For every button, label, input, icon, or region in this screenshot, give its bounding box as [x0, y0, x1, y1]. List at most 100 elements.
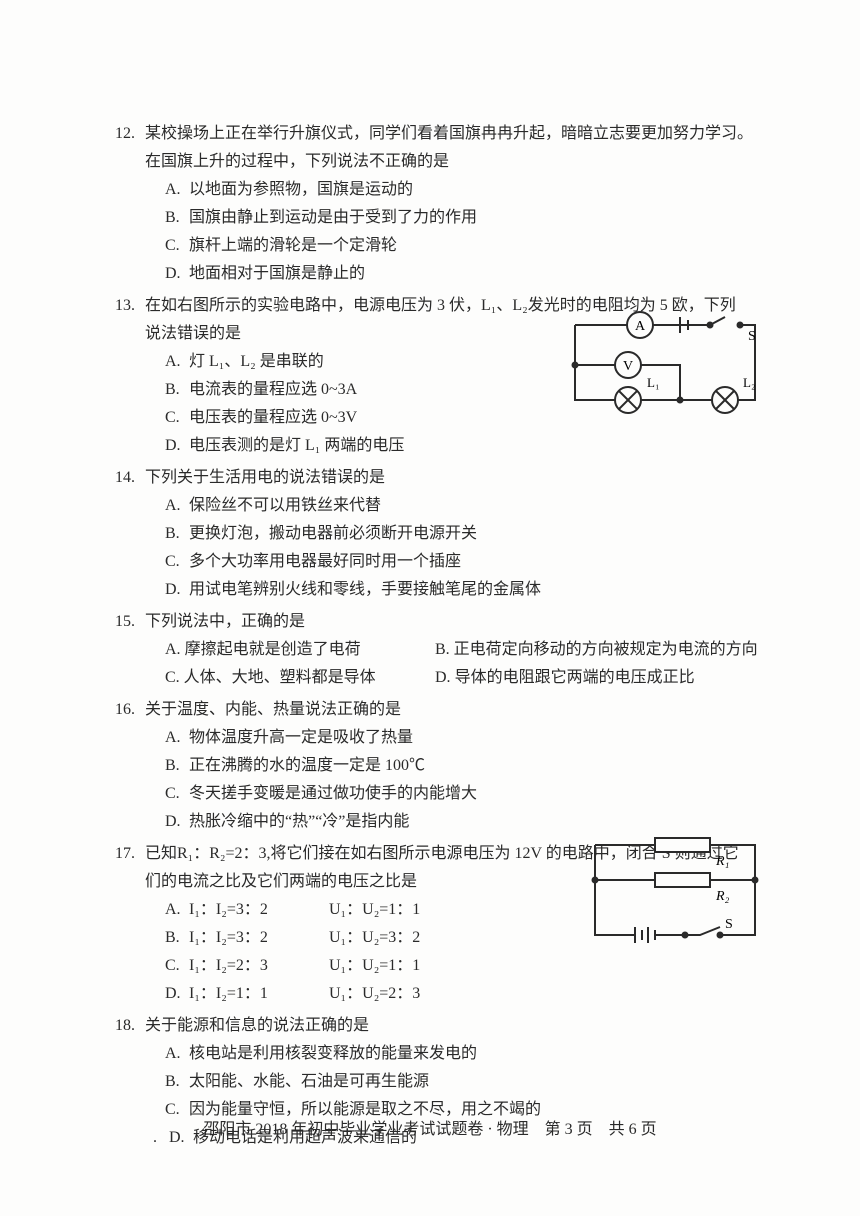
question-stem: 18. 关于能源和信息的说法正确的是	[115, 1012, 770, 1040]
option-label: D.	[165, 576, 189, 604]
option-label: B.	[435, 641, 450, 658]
question-number: 15.	[115, 608, 145, 636]
question-15: 15. 下列说法中，正确的是 A. 摩擦起电就是创造了电荷 B. 正电荷定向移动…	[115, 608, 770, 692]
option-text: 人体、大地、塑料都是导体	[184, 669, 376, 686]
option-label: C.	[165, 952, 189, 980]
r2-label: R₂	[715, 889, 730, 904]
option-c: C. 人体、大地、塑料都是导体	[165, 664, 435, 692]
option-d: D. 导体的电阻跟它两端的电压成正比	[435, 664, 695, 692]
question-text: 下列说法中，正确的是	[145, 608, 770, 636]
option-text: 地面相对于国旗是静止的	[189, 260, 770, 288]
option-text: 国旗由静止到运动是由于受到了力的作用	[189, 204, 770, 232]
switch-label: S	[748, 329, 756, 344]
option-text: 正电荷定向移动的方向被规定为电流的方向	[454, 641, 758, 658]
option-text: 冬天搓手变暖是通过做功使手的内能增大	[189, 780, 770, 808]
option-label: B.	[165, 520, 189, 548]
question-stem: 14. 下列关于生活用电的说法错误的是	[115, 464, 770, 492]
option-c: C.旗杆上端的滑轮是一个定滑轮	[165, 232, 770, 260]
voltmeter-label: V	[623, 359, 633, 374]
option-text: 导体的电阻跟它两端的电压成正比	[455, 669, 695, 686]
question-number: 18.	[115, 1012, 145, 1040]
option-b: B.太阳能、水能、石油是可再生能源	[165, 1068, 770, 1096]
options: A.物体温度升高一定是吸收了热量 B.正在沸腾的水的温度一定是 100℃ C.冬…	[115, 724, 770, 836]
page-footer: 邵阳市 2018 年初中毕业学业考试试题卷 · 物理 第 3 页 共 6 页	[0, 1116, 860, 1144]
option-label: D.	[165, 432, 189, 460]
option-b: B.国旗由静止到运动是由于受到了力的作用	[165, 204, 770, 232]
question-stem-line2: 在国旗上升的过程中，下列说法不正确的是	[115, 148, 770, 176]
question-number: 12.	[115, 120, 145, 148]
options: A.以地面为参照物，国旗是运动的 B.国旗由静止到运动是由于受到了力的作用 C.…	[115, 176, 770, 288]
option-a: A.核电站是利用核裂变释放的能量来发电的	[165, 1040, 770, 1068]
option-part2: U₁：U₂=1：1	[329, 952, 770, 980]
circuit-diagram-1: A V L₁ L₂ S	[565, 305, 765, 420]
option-text: 更换灯泡，搬动电器前必须断开电源开关	[189, 520, 770, 548]
option-label: D.	[165, 980, 189, 1008]
question-text: 关于温度、内能、热量说法正确的是	[145, 696, 770, 724]
option-label: A.	[165, 896, 189, 924]
option-d: D.电压表测的是灯 L₁ 两端的电压	[165, 432, 770, 460]
option-text: 太阳能、水能、石油是可再生能源	[189, 1068, 770, 1096]
option-label: B.	[165, 204, 189, 232]
question-number: 13.	[115, 292, 145, 320]
option-text: 旗杆上端的滑轮是一个定滑轮	[189, 232, 770, 260]
option-label: D.	[435, 669, 451, 686]
options: A. 摩擦起电就是创造了电荷 B. 正电荷定向移动的方向被规定为电流的方向 C.…	[115, 636, 770, 692]
option-label: D.	[165, 808, 189, 836]
option-text: 用试电笔辨别火线和零线，手要接触笔尾的金属体	[189, 576, 770, 604]
question-text: 某校操场上正在举行升旗仪式，同学们看着国旗冉冉升起，暗暗立志要更加努力学习。	[145, 120, 770, 148]
option-b: B.正在沸腾的水的温度一定是 100℃	[165, 752, 770, 780]
option-text: 物体温度升高一定是吸收了热量	[189, 724, 770, 752]
option-label: C.	[165, 548, 189, 576]
option-a: A.物体温度升高一定是吸收了热量	[165, 724, 770, 752]
option-a: A. 摩擦起电就是创造了电荷	[165, 636, 435, 664]
question-14: 14. 下列关于生活用电的说法错误的是 A.保险丝不可以用铁丝来代替 B.更换灯…	[115, 464, 770, 604]
option-text: 电压表测的是灯 L₁ 两端的电压	[189, 432, 770, 460]
option-part1: I₁：I₂=3：2	[189, 924, 329, 952]
option-label: C.	[165, 669, 180, 686]
r1-label: R₁	[715, 854, 729, 869]
option-label: C.	[165, 232, 189, 260]
option-c: C.冬天搓手变暖是通过做功使手的内能增大	[165, 780, 770, 808]
option-label: D.	[165, 260, 189, 288]
option-part1: I₁：I₂=2：3	[189, 952, 329, 980]
lamp2-label: L₂	[743, 375, 755, 390]
question-stem: 12. 某校操场上正在举行升旗仪式，同学们看着国旗冉冉升起，暗暗立志要更加努力学…	[115, 120, 770, 148]
option-b: B.更换灯泡，搬动电器前必须断开电源开关	[165, 520, 770, 548]
option-c: C.多个大功率用电器最好同时用一个插座	[165, 548, 770, 576]
question-16: 16. 关于温度、内能、热量说法正确的是 A.物体温度升高一定是吸收了热量 B.…	[115, 696, 770, 836]
option-d: D.用试电笔辨别火线和零线，手要接触笔尾的金属体	[165, 576, 770, 604]
option-label: B.	[165, 376, 189, 404]
question-number: 17.	[115, 840, 145, 868]
option-d: D.地面相对于国旗是静止的	[165, 260, 770, 288]
question-text: 下列关于生活用电的说法错误的是	[145, 464, 770, 492]
option-b: B. 正电荷定向移动的方向被规定为电流的方向	[435, 636, 758, 664]
option-label: C.	[165, 780, 189, 808]
option-label: A.	[165, 492, 189, 520]
ammeter-label: A	[635, 319, 646, 334]
circuit-diagram-2: R₁ R₂ S	[580, 830, 770, 945]
options: A.保险丝不可以用铁丝来代替 B.更换灯泡，搬动电器前必须断开电源开关 C.多个…	[115, 492, 770, 604]
switch-label: S	[725, 917, 733, 932]
option-label: A.	[165, 176, 189, 204]
option-label: B.	[165, 1068, 189, 1096]
question-number: 16.	[115, 696, 145, 724]
option-label: A.	[165, 348, 189, 376]
option-part1: I₁：I₂=1：1	[189, 980, 329, 1008]
option-part1: I₁：I₂=3：2	[189, 896, 329, 924]
option-label: B.	[165, 924, 189, 952]
option-text: 核电站是利用核裂变释放的能量来发电的	[189, 1040, 770, 1068]
option-text: 正在沸腾的水的温度一定是 100℃	[189, 752, 770, 780]
question-number: 14.	[115, 464, 145, 492]
option-c: C.I₁：I₂=2：3U₁：U₂=1：1	[165, 952, 770, 980]
option-text: 多个大功率用电器最好同时用一个插座	[189, 548, 770, 576]
lamp1-label: L₁	[647, 375, 659, 390]
option-text: 保险丝不可以用铁丝来代替	[189, 492, 770, 520]
option-label: A.	[165, 1040, 189, 1068]
question-12: 12. 某校操场上正在举行升旗仪式，同学们看着国旗冉冉升起，暗暗立志要更加努力学…	[115, 120, 770, 288]
question-stem: 16. 关于温度、内能、热量说法正确的是	[115, 696, 770, 724]
option-text: 摩擦起电就是创造了电荷	[185, 641, 361, 658]
option-label: C.	[165, 404, 189, 432]
question-stem: 15. 下列说法中，正确的是	[115, 608, 770, 636]
option-part2: U₁：U₂=2：3	[329, 980, 770, 1008]
option-a: A.保险丝不可以用铁丝来代替	[165, 492, 770, 520]
